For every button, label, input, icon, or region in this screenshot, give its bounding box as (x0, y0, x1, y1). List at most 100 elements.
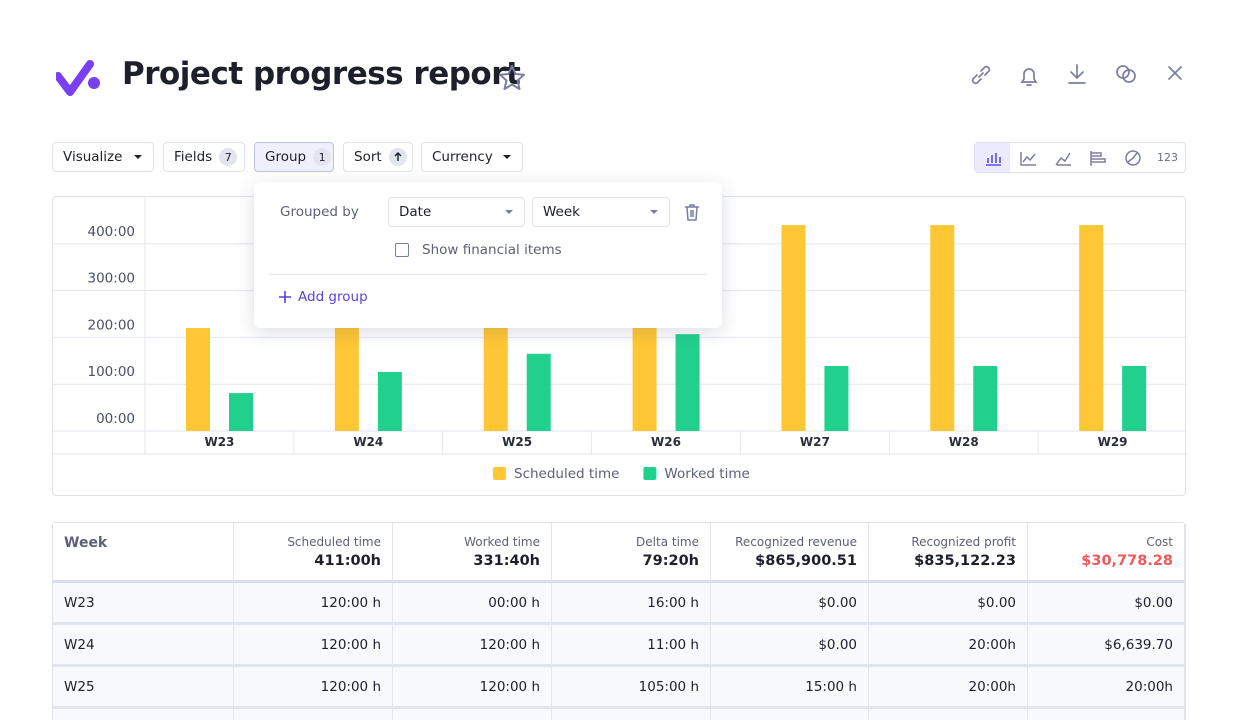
y-tick-label: 200:00 (88, 317, 136, 333)
bar (675, 334, 700, 431)
favorite-star[interactable] (497, 63, 527, 93)
group-panel: Grouped by Date Week Show financial item… (254, 182, 722, 328)
table-cell: 11:00 h (552, 625, 711, 667)
column-total: $865,900.51 (755, 553, 857, 569)
data-table: Week Scheduled time 411:00h Worked time 331:… (52, 522, 1186, 720)
column-header: Recognized profit $835,122.23 (869, 523, 1028, 583)
column-total: 411:00h (314, 553, 381, 569)
x-tick-label: W23 (204, 435, 234, 449)
legend-label: Scheduled time (514, 466, 619, 482)
table-cell: W24 (53, 625, 234, 667)
column-name: Delta time (636, 535, 699, 549)
bar (186, 328, 210, 431)
button-label: Sort (354, 149, 382, 165)
table-cell: 120:00 h (234, 625, 393, 667)
bar (526, 353, 551, 431)
button-count: 1 (313, 148, 332, 166)
bar (1122, 365, 1147, 431)
table-cell: 120:00 h (234, 667, 393, 709)
toolbar-button[interactable]: Currency (421, 142, 523, 172)
column-total: 79:20h (642, 553, 699, 569)
y-tick-label: 00:00 (96, 411, 135, 427)
x-tick-label: W29 (1098, 435, 1128, 449)
number-view[interactable]: 123 (1157, 151, 1178, 164)
toolbar-button[interactable]: Fields 7 (163, 142, 245, 172)
divider (269, 274, 707, 275)
group-interval: Week (543, 204, 580, 220)
horizontal-bar-view[interactable] (1080, 143, 1115, 172)
button-label: Group (265, 149, 307, 165)
sort-direction (388, 148, 407, 166)
column-total: 331:40h (473, 553, 540, 569)
legend-label: Worked time (664, 466, 749, 482)
x-tick-label: W28 (949, 435, 979, 449)
table-cell: W23 (53, 583, 234, 625)
toolbar-button[interactable]: Sort (343, 142, 413, 172)
grouped-by-label: Grouped by (280, 204, 359, 220)
column-header: Worked time 331:40h (393, 523, 552, 583)
financial-checkbox-label: Show financial items (422, 242, 562, 258)
area-view[interactable] (1045, 143, 1080, 172)
column-header: Cost $30,778.28 (1028, 523, 1185, 583)
delete-group[interactable] (682, 202, 702, 222)
button-label: Visualize (63, 149, 123, 165)
table-cell: 20:00h (1028, 667, 1185, 709)
financial-checkbox[interactable] (395, 243, 409, 257)
table-cell: 105:00 h (552, 667, 711, 709)
group-interval-select[interactable]: Week (532, 197, 670, 227)
column-name: Recognized revenue (735, 535, 857, 549)
column-header: Recognized revenue $865,900.51 (711, 523, 869, 583)
toolbar-button[interactable]: Group 1 (254, 142, 334, 172)
table-cell: 120:00 h (393, 667, 552, 709)
y-tick-label: 100:00 (88, 364, 136, 380)
column-name: Recognized profit (911, 535, 1016, 549)
toolbar-button[interactable]: Visualize (52, 142, 154, 172)
table-cell: $0.00 (711, 583, 869, 625)
bar (229, 393, 253, 431)
column-header: Delta time 79:20h (552, 523, 711, 583)
empty-cell (869, 709, 1028, 720)
empty-cell (711, 709, 869, 720)
empty-cell (1028, 709, 1185, 720)
column-name: Scheduled time (287, 535, 381, 549)
empty-cell (53, 709, 234, 720)
line-view[interactable] (1010, 143, 1045, 172)
legend-swatch (643, 467, 657, 480)
bar (824, 365, 849, 431)
column-total: $30,778.28 (1081, 553, 1173, 569)
x-tick-label: W27 (800, 435, 830, 449)
y-tick-label: 400:00 (88, 224, 136, 240)
table-cell: $0.00 (1028, 583, 1185, 625)
table-cell: 120:00 h (393, 625, 552, 667)
group-field-select[interactable]: Date (388, 197, 525, 227)
table-cell: 20:00h (869, 625, 1028, 667)
x-tick-label: W24 (353, 435, 383, 449)
empty-cell (393, 709, 552, 720)
pie-view[interactable] (1115, 143, 1150, 172)
bar (973, 365, 998, 431)
x-tick-label: W25 (502, 435, 532, 449)
column-header: Week (53, 523, 234, 583)
table-cell: $6,639.70 (1028, 625, 1185, 667)
add-group-button[interactable]: Add group (278, 289, 368, 305)
button-label: Currency (432, 149, 493, 165)
bar-view[interactable] (975, 143, 1010, 172)
header-actions[interactable] (960, 60, 1190, 90)
table-cell: 120:00 h (234, 583, 393, 625)
view-switcher: 123 (974, 142, 1186, 173)
column-name: Cost (1146, 535, 1173, 549)
x-tick-label: W26 (651, 435, 681, 449)
column-header: Scheduled time 411:00h (234, 523, 393, 583)
add-group-label: Add group (298, 289, 368, 305)
bar (1079, 225, 1104, 431)
table-cell: 20:00h (869, 667, 1028, 709)
logo (56, 60, 100, 96)
table-cell: $0.00 (711, 625, 869, 667)
table-cell: 16:00 h (552, 583, 711, 625)
column-total: $835,122.23 (914, 553, 1016, 569)
button-count: 7 (219, 148, 238, 166)
group-field: Date (399, 204, 432, 220)
empty-cell (234, 709, 393, 720)
y-tick-label: 300:00 (88, 271, 136, 287)
